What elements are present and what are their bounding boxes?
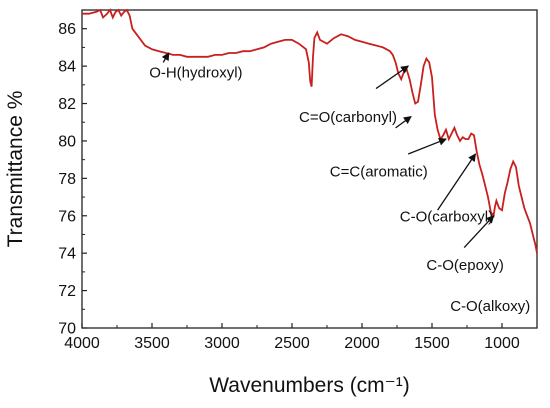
x-tick-label: 2000 [344, 335, 380, 352]
annotation-arrow [407, 137, 447, 155]
annotation-label: C=O(carbonyl) [299, 109, 397, 126]
x-tick-label: 4000 [64, 335, 100, 352]
y-tick-label: 82 [58, 96, 76, 113]
y-tick-label: 74 [58, 246, 76, 263]
annotation-label: C-O(epoxy) [426, 257, 504, 274]
x-axis: 4000 3500 3000 2500 2000 1500 1000 [64, 323, 520, 352]
y-tick-label: 86 [58, 21, 76, 38]
annotation-arrow [463, 215, 495, 249]
annotation-arrow [437, 153, 476, 211]
plot-frame [81, 9, 538, 329]
y-tick-label: 70 [58, 321, 76, 338]
annotations: O-H(hydroxyl) C=O(carbonyl) C=C(aromatic) C… [149, 52, 530, 315]
x-tick-label: 1000 [484, 335, 520, 352]
y-tick-label: 76 [58, 208, 76, 225]
y-axis-title: Transmittance % [4, 91, 27, 248]
x-tick-label: 3000 [204, 335, 240, 352]
annotation-label: C-O(carboxyl) [400, 208, 493, 225]
y-axis: 70 72 74 76 78 80 82 84 86 [58, 21, 87, 338]
y-tick-label: 72 [58, 283, 76, 300]
y-tick-label: 80 [58, 133, 76, 150]
annotation-arrow [161, 52, 170, 63]
annotation-label: C=C(aromatic) [330, 163, 428, 180]
annotation-arrow [375, 65, 410, 90]
annotation-label: O-H(hydroxyl) [149, 64, 242, 81]
spectrum-line [82, 8, 538, 254]
y-tick-label: 78 [58, 171, 76, 188]
x-tick-label: 3500 [134, 335, 170, 352]
annotation-label: C-O(alkoxy) [450, 298, 530, 315]
x-tick-label: 1500 [414, 335, 450, 352]
y-tick-label: 84 [58, 59, 76, 76]
x-axis-title: Wavenumbers (cm⁻¹) [209, 374, 410, 397]
annotation-arrow [395, 116, 412, 129]
x-tick-label: 2500 [274, 335, 310, 352]
